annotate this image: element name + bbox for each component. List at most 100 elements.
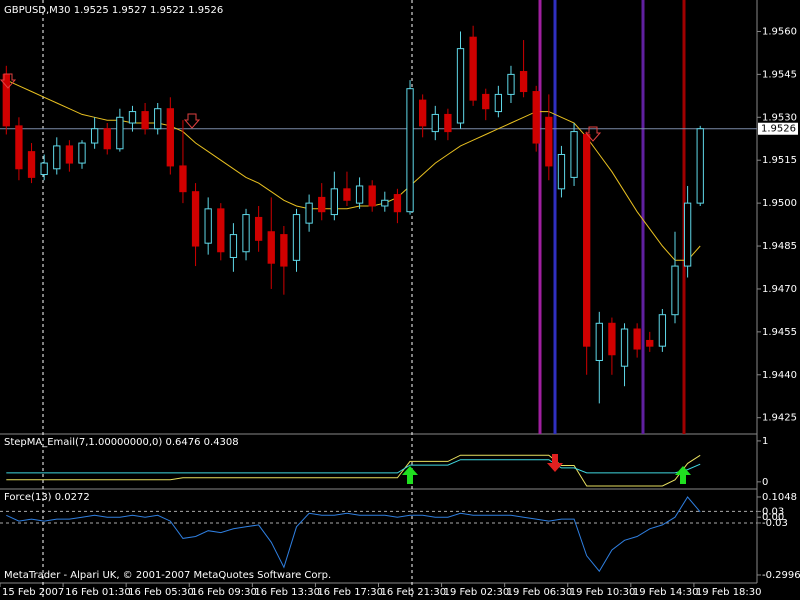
indicator-title: StepMA_Email(7,1.00000000,0) 0.6476 0.43… xyxy=(4,437,239,448)
indicator-line xyxy=(6,454,701,487)
indicator-line xyxy=(6,496,701,573)
y-tick-label: 1.9485 xyxy=(762,241,797,252)
candle-body xyxy=(494,93,503,113)
candle-body xyxy=(27,151,36,178)
copyright: MetaTrader - Alpari UK, © 2001-2007 Meta… xyxy=(4,570,331,581)
candle-body xyxy=(368,185,376,207)
indicator-line xyxy=(6,459,701,474)
candle-body xyxy=(128,111,137,124)
candle-body xyxy=(204,208,212,244)
candle-body xyxy=(482,93,490,110)
candle-body xyxy=(696,128,704,204)
candle-body xyxy=(141,111,149,130)
buy-arrow xyxy=(675,466,691,484)
sell-arrow xyxy=(547,454,563,472)
y-tick-label: 1.9530 xyxy=(762,112,797,123)
candle-body xyxy=(116,116,124,150)
candle-body xyxy=(570,131,578,178)
candle-body xyxy=(179,165,187,193)
candle-body xyxy=(103,128,111,150)
candle-body xyxy=(595,322,603,361)
y-tick-label: 0.03 xyxy=(762,506,784,517)
candle-body xyxy=(393,194,402,213)
y-tick-label: 0 xyxy=(762,477,768,488)
candle-body xyxy=(53,145,61,170)
candle-body xyxy=(217,208,225,253)
candle-body xyxy=(90,128,99,144)
candle-body xyxy=(419,99,427,127)
x-tick-label: 16 Feb 17:30 xyxy=(317,587,383,598)
candle-body xyxy=(242,214,250,253)
buy-arrow xyxy=(402,466,418,484)
candle-body xyxy=(646,339,654,347)
candle-body xyxy=(330,188,338,216)
y-tick-label: 1.9440 xyxy=(762,370,797,381)
candle-body xyxy=(2,73,10,127)
candle-body xyxy=(305,202,313,224)
candle-body xyxy=(292,214,301,261)
candle-body xyxy=(40,162,48,176)
candle-body xyxy=(267,231,275,264)
x-tick-label: 19 Feb 10:30 xyxy=(570,587,636,598)
y-tick-label: 1.9470 xyxy=(762,284,797,295)
sell-arrow xyxy=(584,126,602,142)
candle-body xyxy=(355,185,364,204)
y-tick-label: 1.9455 xyxy=(762,327,797,338)
candle-body xyxy=(671,265,679,316)
x-tick-label: 19 Feb 06:30 xyxy=(507,587,573,598)
candle-body xyxy=(658,314,667,347)
candle-body xyxy=(431,113,439,133)
y-tick-label: 1.9500 xyxy=(762,198,797,209)
x-tick-label: 19 Feb 18:30 xyxy=(696,587,762,598)
candle-body xyxy=(318,196,326,213)
candle-body xyxy=(545,116,553,167)
candle-body xyxy=(456,48,465,124)
candle-body xyxy=(381,199,389,207)
y-tick-label: -0.03 xyxy=(762,518,788,529)
candle-body xyxy=(519,71,528,93)
plot-area: 1.9560 1.9545 1.9530 1.9515 1.9500 1.9485 1.94… xyxy=(0,25,800,598)
x-tick-label: 19 Feb 02:30 xyxy=(444,587,510,598)
candle-body xyxy=(229,234,238,258)
x-tick-label: 16 Feb 13:30 xyxy=(254,587,320,598)
candle-body xyxy=(620,328,629,367)
y-tick-label: 1 xyxy=(762,436,768,447)
candle-body xyxy=(683,202,692,267)
x-tick-label: 19 Feb 14:30 xyxy=(633,587,699,598)
candle-body xyxy=(154,108,162,130)
candle-body xyxy=(166,108,174,167)
candle-body xyxy=(557,153,566,190)
price-label-box xyxy=(758,122,798,135)
candle-body xyxy=(507,73,515,95)
y-tick-label: 1.9560 xyxy=(762,26,797,37)
y-tick-label: 0.00 xyxy=(762,512,784,523)
candle-body xyxy=(633,328,641,350)
candle-body xyxy=(532,91,540,144)
candle-body xyxy=(65,145,74,164)
x-tick-label: 16 Feb 01:30 xyxy=(65,587,131,598)
indicator-title: Force(13) 0.0272 xyxy=(4,492,90,503)
candle-body xyxy=(469,36,477,101)
candle-body xyxy=(583,133,591,347)
y-tick-label: 1.9425 xyxy=(762,413,797,424)
y-tick-label: -0.2996 xyxy=(762,570,800,581)
y-tick-label: 1.9545 xyxy=(762,69,797,80)
y-tick-label: 0.1048 xyxy=(762,492,797,503)
y-tick-label: 1.9515 xyxy=(762,155,797,166)
chart-title: GBPUSD,M30 1.9525 1.9527 1.9522 1.9526 xyxy=(4,5,223,16)
price-label: 1.9526 xyxy=(761,124,796,135)
sell-arrow xyxy=(183,113,201,129)
x-tick-label: 16 Feb 21:30 xyxy=(381,587,447,598)
x-tick-label: 16 Feb 05:30 xyxy=(128,587,194,598)
candle-body xyxy=(254,216,263,241)
x-tick-label: 16 Feb 09:30 xyxy=(191,587,257,598)
sell-arrow xyxy=(0,73,17,89)
candle-body xyxy=(78,142,86,164)
candle-body xyxy=(343,188,351,201)
candle-body xyxy=(191,191,200,247)
candle-body xyxy=(280,234,288,267)
candle-body xyxy=(406,88,414,213)
